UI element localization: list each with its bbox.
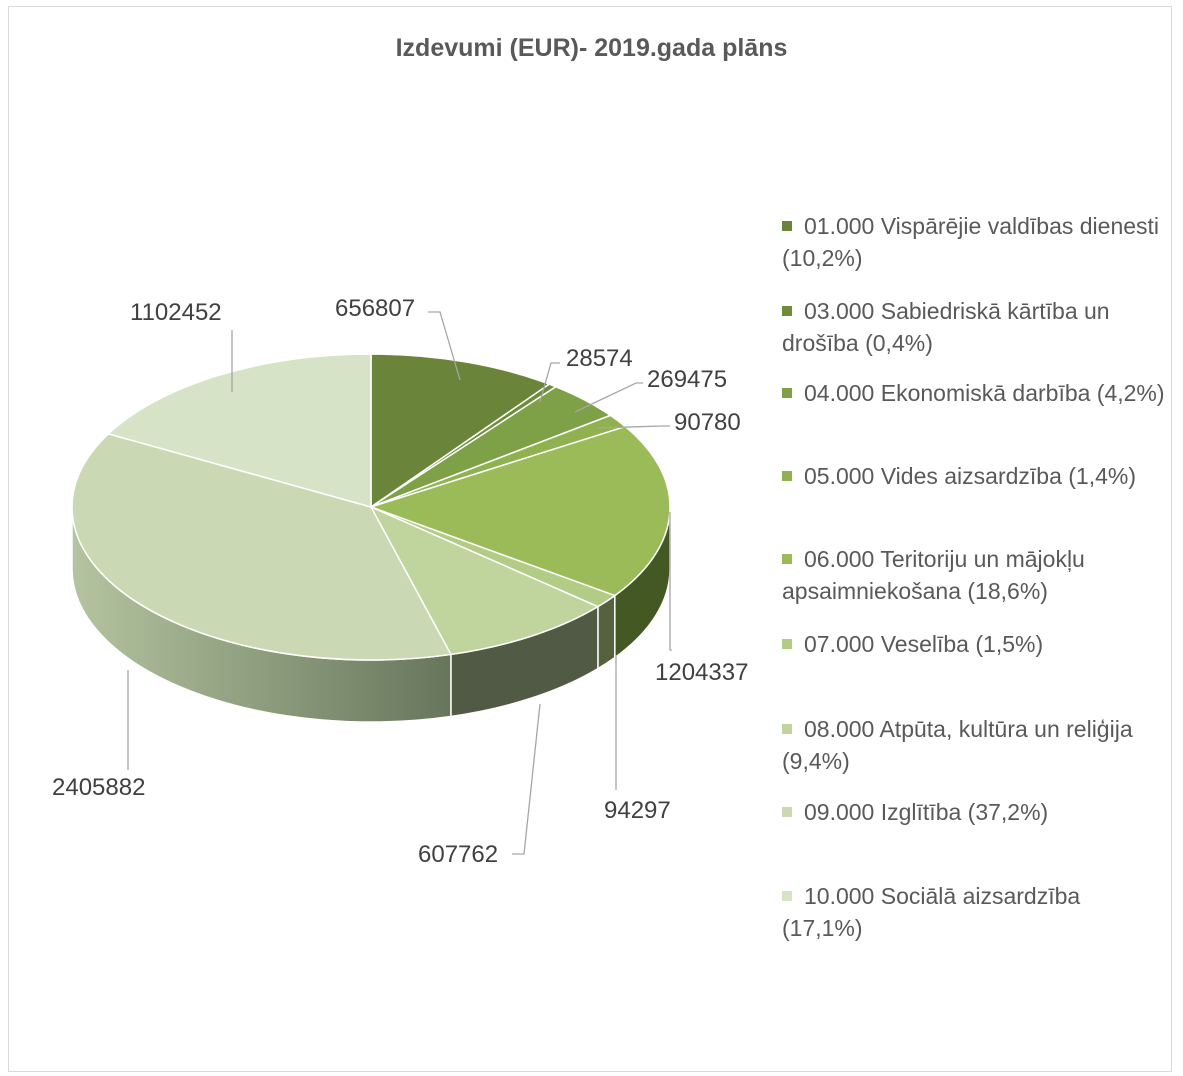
leader-line-4 <box>669 512 672 651</box>
leader-line-0 <box>428 311 461 381</box>
slice-side-5 <box>597 594 616 670</box>
pie-slice-0 <box>370 353 551 509</box>
legend-label-6: 08.000 Atpūta, kultūra un reliģija (9,4%… <box>782 716 1133 774</box>
pie-slice-4 <box>368 425 671 597</box>
legend-label-7: 09.000 Izglītība (37,2%) <box>804 799 1049 825</box>
legend-item-3: 05.000 Vides aizsardzība (1,4%) <box>782 460 1167 492</box>
pie-sides <box>71 506 671 723</box>
leader-lines <box>127 311 672 855</box>
legend-label-1: 03.000 Sabiedriskā kārtība un drošība (0… <box>782 298 1110 356</box>
legend-swatch-6 <box>782 724 792 734</box>
legend-item-5: 07.000 Veselība (1,5%) <box>782 628 1167 660</box>
pie-slice-8 <box>106 353 372 508</box>
data-label-3: 90780 <box>674 409 741 436</box>
legend-item-7: 09.000 Izglītība (37,2%) <box>782 796 1167 828</box>
legend-item-2: 04.000 Ekonomiskā darbība (4,2%) <box>782 377 1167 409</box>
legend-swatch-1 <box>782 306 792 316</box>
leader-line-2 <box>574 382 643 413</box>
pie-slice-7 <box>71 433 453 661</box>
data-label-8: 1102452 <box>130 299 222 326</box>
data-label-1: 28574 <box>566 345 633 372</box>
data-label-0: 656807 <box>335 295 415 322</box>
legend-swatch-3 <box>782 471 792 481</box>
data-label-6: 607762 <box>418 841 498 868</box>
data-label-2: 269475 <box>647 366 727 393</box>
leader-line-6 <box>512 703 541 855</box>
data-label-5: 94297 <box>604 797 671 824</box>
chart-title: Izdevumi (EUR)- 2019.gada plāns <box>395 34 788 62</box>
legend-item-1: 03.000 Sabiedriskā kārtība un drošība (0… <box>782 295 1167 359</box>
legend-item-8: 10.000 Sociālā aizsardzība (17,1%) <box>782 880 1167 944</box>
legend-swatch-2 <box>782 388 792 398</box>
legend-item-4: 06.000 Teritoriju un mājokļu apsaimnieko… <box>782 543 1167 607</box>
legend-label-4: 06.000 Teritoriju un mājokļu apsaimnieko… <box>782 546 1085 604</box>
leader-line-1 <box>539 362 560 403</box>
legend-swatch-7 <box>782 807 792 817</box>
legend-label-0: 01.000 Vispārējie valdības dienesti (10,… <box>782 213 1160 271</box>
legend-label-3: 05.000 Vides aizsardzība (1,4%) <box>804 463 1136 489</box>
legend-label-5: 07.000 Veselība (1,5%) <box>804 631 1044 657</box>
legend-label-2: 04.000 Ekonomiskā darbība (4,2%) <box>804 380 1165 406</box>
legend-swatch-5 <box>782 639 792 649</box>
legend-item-6: 08.000 Atpūta, kultūra un reliģija (9,4%… <box>782 713 1167 777</box>
leader-line-3 <box>596 425 670 429</box>
legend-swatch-0 <box>782 221 792 231</box>
pie-slice-6 <box>369 505 600 656</box>
data-labels: 656807 28574 269475 90780 1204337 94297 607762… <box>52 295 748 868</box>
data-label-7: 2405882 <box>52 774 145 801</box>
data-label-4: 1204337 <box>655 659 748 686</box>
legend-swatch-8 <box>782 891 792 901</box>
legend-label-8: 10.000 Sociālā aizsardzība (17,1%) <box>782 883 1081 941</box>
legend-swatch-4 <box>782 554 792 564</box>
pie-slices <box>71 353 671 661</box>
legend-item-0: 01.000 Vispārējie valdības dienesti (10,… <box>782 210 1167 274</box>
